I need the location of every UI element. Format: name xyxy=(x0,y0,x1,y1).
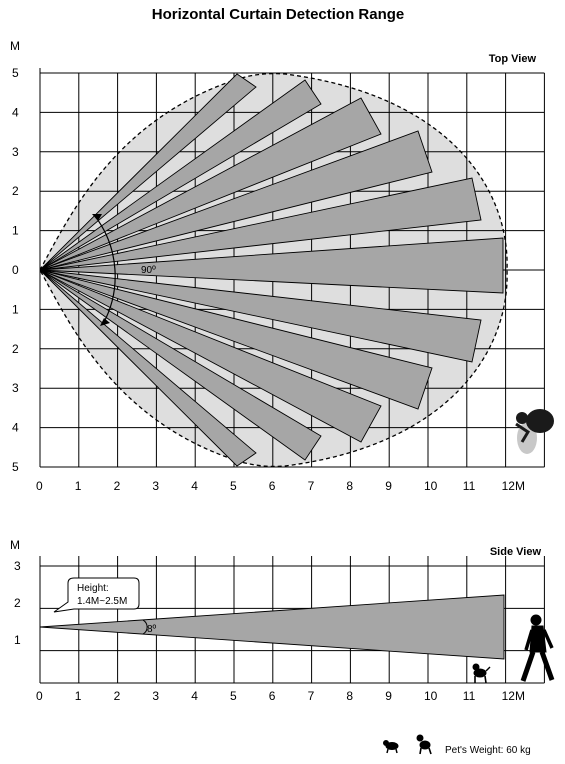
top-view-beams xyxy=(39,73,504,467)
top-x-tick-label: 10 xyxy=(424,479,438,493)
footer: Pet's Weight: 60 kg xyxy=(383,734,531,756)
walking-person-icon xyxy=(520,614,555,682)
side-x-tick-label: 8 xyxy=(346,689,353,703)
beam-lower xyxy=(39,269,433,410)
top-x-tick-label: 12M xyxy=(502,479,525,493)
beam-upper xyxy=(39,177,482,271)
side-view: Side View M 8º 3 2 1 0 1 2 3 4 5 6 7 8 9 10 11 12M Hei… xyxy=(10,538,555,703)
side-x-tick-label: 6 xyxy=(269,689,276,703)
top-view-label: Top View xyxy=(489,53,537,65)
side-x-tick-label: 4 xyxy=(191,689,198,703)
arc-arrow-upper xyxy=(92,214,102,221)
side-view-beam xyxy=(39,594,505,660)
top-x-tick-label: 7 xyxy=(308,479,315,493)
side-view-label: Side View xyxy=(490,546,542,558)
side-x-tick-label: 3 xyxy=(152,689,159,703)
side-x-tick-label: 9 xyxy=(385,689,392,703)
side-x-tick-label: 10 xyxy=(424,689,438,703)
side-y-tick-label: 1 xyxy=(14,633,21,647)
beam-lower xyxy=(39,269,322,461)
top-y-tick-label: 0 xyxy=(12,263,19,277)
top-y-tick-label: 3 xyxy=(12,145,19,159)
beam-lower xyxy=(39,269,382,443)
pet-weight-label: Pet's Weight: 60 kg xyxy=(445,745,531,756)
side-angle-arc xyxy=(142,619,148,635)
side-view-y-ticks: 3 2 1 xyxy=(14,559,21,647)
top-x-tick-label: 2 xyxy=(114,479,121,493)
side-x-tick-label: 7 xyxy=(308,689,315,703)
top-y-tick-label: 5 xyxy=(12,66,19,80)
height-label-line2: 1.4M~2.5M xyxy=(77,596,127,607)
side-x-tick-label: 0 xyxy=(36,689,43,703)
side-x-tick-label: 2 xyxy=(114,689,121,703)
top-y-tick-label: 2 xyxy=(12,184,19,198)
top-y-tick-label: 1 xyxy=(12,224,19,238)
angle-arc-90 xyxy=(94,215,116,325)
beam-lower xyxy=(39,269,482,363)
beam-lower xyxy=(39,269,257,467)
side-y-tick-label: 3 xyxy=(14,559,21,573)
top-x-tick-label: 8 xyxy=(346,479,353,493)
top-y-tick-label: 4 xyxy=(12,421,19,435)
top-x-tick-label: 5 xyxy=(230,479,237,493)
side-y-tick-label: 2 xyxy=(14,596,21,610)
side-x-tick-label: 1 xyxy=(75,689,82,703)
top-view-x-ticks: 0 1 2 3 4 5 6 7 8 9 10 11 12M xyxy=(36,479,525,493)
top-view-y-ticks: 5 4 3 2 1 0 1 2 3 4 5 xyxy=(12,66,19,474)
top-x-tick-label: 3 xyxy=(152,479,159,493)
top-x-tick-label: 4 xyxy=(191,479,198,493)
diagram-title: Horizontal Curtain Detection Range xyxy=(152,6,405,23)
top-y-tick-label: 3 xyxy=(12,381,19,395)
height-label-line1: Height: xyxy=(77,583,109,594)
side-x-tick-label: 12M xyxy=(502,689,525,703)
beam-upper xyxy=(39,97,382,271)
top-y-tick-label: 1 xyxy=(12,302,19,316)
beam-upper xyxy=(39,130,433,271)
beam-upper xyxy=(39,79,322,271)
beam-upper xyxy=(39,73,257,271)
top-x-tick-label: 0 xyxy=(36,479,43,493)
beam-upper xyxy=(39,237,504,294)
top-y-tick-label: 5 xyxy=(12,460,19,474)
angle-label-90: 90º xyxy=(141,265,156,276)
height-callout: Height: 1.4M~2.5M xyxy=(53,577,140,613)
top-y-tick-label: 4 xyxy=(12,105,19,119)
side-x-tick-label: 5 xyxy=(230,689,237,703)
top-x-tick-label: 9 xyxy=(385,479,392,493)
side-x-tick-label: 11 xyxy=(463,689,476,703)
top-view-y-unit: M xyxy=(10,39,20,53)
side-view-x-ticks: 0 1 2 3 4 5 6 7 8 9 10 11 12M xyxy=(36,689,525,703)
side-view-y-unit: M xyxy=(10,538,20,552)
pet-icons xyxy=(383,734,432,755)
top-x-tick-label: 6 xyxy=(269,479,276,493)
side-angle-label: 8º xyxy=(147,624,157,635)
top-y-tick-label: 2 xyxy=(12,342,19,356)
top-x-tick-label: 1 xyxy=(75,479,82,493)
crouching-person-icon xyxy=(515,409,554,454)
arc-arrow-lower xyxy=(100,318,110,326)
dog-icon xyxy=(472,663,491,684)
top-x-tick-label: 11 xyxy=(463,479,476,493)
